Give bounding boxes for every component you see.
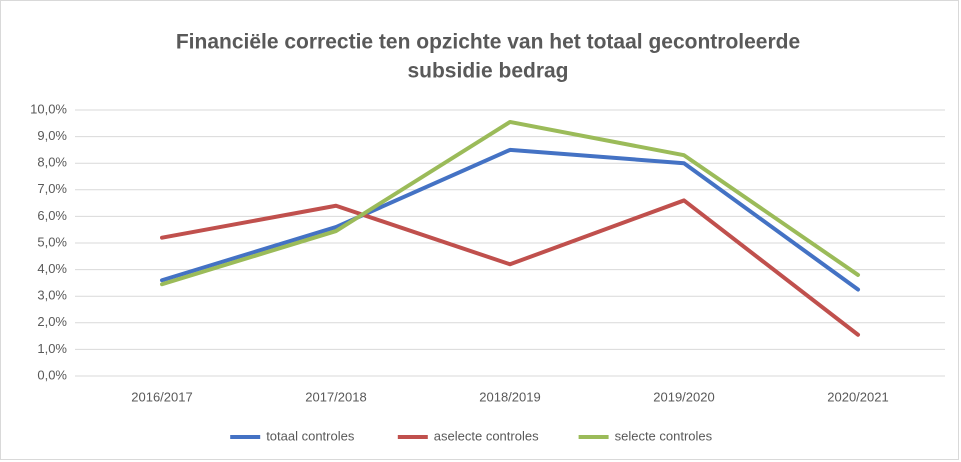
legend-label: selecte controles: [615, 428, 713, 443]
x-tick-label: 2019/2020: [653, 389, 714, 404]
y-tick-label: 1,0%: [37, 341, 67, 356]
legend-label: aselecte controles: [434, 428, 539, 443]
x-tick-label: 2020/2021: [827, 389, 888, 404]
series-line: [160, 119, 860, 287]
series-line: [160, 198, 860, 337]
y-tick-label: 10,0%: [30, 101, 67, 116]
y-tick-label: 0,0%: [37, 367, 67, 382]
y-tick-label: 7,0%: [37, 181, 67, 196]
y-tick-label: 4,0%: [37, 261, 67, 276]
y-tick-label: 9,0%: [37, 128, 67, 143]
chart-title: subsidie bedrag: [407, 60, 568, 83]
y-tick-label: 8,0%: [37, 155, 67, 170]
x-tick-label: 2017/2018: [305, 389, 366, 404]
x-tick-label: 2016/2017: [131, 389, 192, 404]
chart-title: Financiële correctie ten opzichte van he…: [176, 31, 800, 54]
y-tick-label: 3,0%: [37, 288, 67, 303]
y-tick-label: 6,0%: [37, 208, 67, 223]
y-tick-label: 5,0%: [37, 234, 67, 249]
series-line: [160, 147, 860, 292]
y-tick-label: 2,0%: [37, 314, 67, 329]
x-tick-label: 2018/2019: [479, 389, 540, 404]
legend-label: totaal controles: [266, 428, 355, 443]
